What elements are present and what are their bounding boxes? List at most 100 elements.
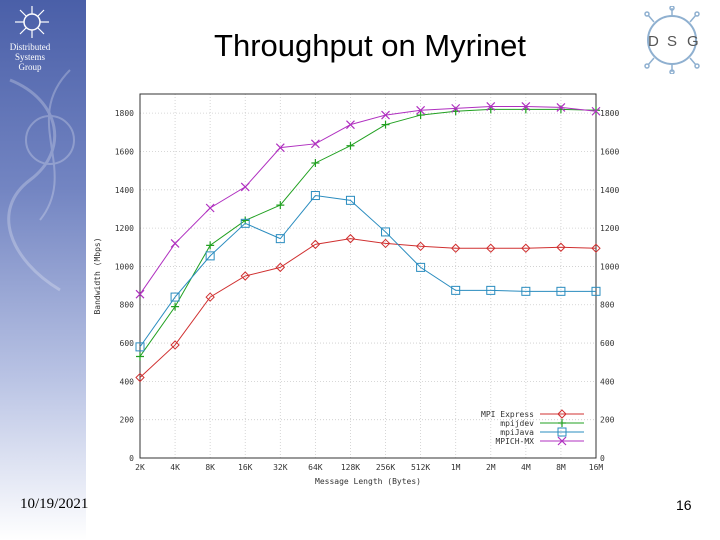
data-point [240,271,250,281]
group-name-line-1: Distributed [9,42,51,52]
x-tick-label: 1M [451,463,461,472]
x-axis-label: Message Length (Bytes) [315,477,421,486]
page-number: 16 [676,497,692,513]
data-point [346,141,355,150]
data-point [451,103,461,113]
group-name-line-2: Systems [14,52,45,62]
data-point [170,292,180,302]
logo-letter-g: G [687,33,699,50]
data-point [170,340,180,350]
dsg-logo: D S G [644,6,700,74]
x-tick-label: 4M [521,463,531,472]
y2-tick-label: 1200 [600,224,619,233]
series-line [139,238,597,378]
x-tick-label: 4K [170,463,180,472]
y-tick-label: 1800 [115,109,134,118]
x-tick-label: 2K [135,463,145,472]
slide-date: 10/19/2021 [20,496,89,512]
data-point [205,292,215,302]
x-tick-label: 256K [376,463,395,472]
data-point [310,139,320,149]
data-point [240,182,250,192]
data-point [591,243,601,253]
data-point [310,191,320,201]
y2-tick-label: 1000 [600,262,619,271]
x-tick-label: 512K [411,463,430,472]
data-point [521,102,531,111]
y-tick-label: 1000 [115,262,134,271]
y2-tick-label: 1600 [600,147,619,156]
decorative-swirl [7,69,75,292]
legend-label: mpiJava [500,428,534,437]
y-tick-label: 200 [120,416,135,425]
data-point [170,239,180,248]
sidebar-banner: Distributed Systems Group [0,0,86,540]
data-point [451,285,461,295]
x-tick-label: 2M [486,463,496,472]
data-point [556,102,566,112]
x-tick-label: 16M [589,463,604,472]
data-point [486,285,496,295]
y-tick-label: 0 [129,454,134,463]
legend-marker [558,419,566,427]
data-point [205,251,215,261]
data-point [450,243,461,253]
data-point [521,286,531,296]
x-tick-label: 128K [341,463,360,472]
data-point [206,241,215,250]
data-point [381,110,390,120]
y-tick-label: 400 [120,377,135,386]
logo-letter-s: S [667,33,677,50]
y2-tick-label: 1800 [600,109,619,118]
data-point [276,201,285,210]
data-point [556,286,566,296]
series-line [139,108,597,357]
data-point [240,218,250,228]
data-point [381,120,390,129]
data-point [311,158,320,167]
x-tick-label: 16K [238,463,253,472]
data-point [346,120,355,130]
data-point [416,111,425,120]
data-point [416,105,426,115]
x-tick-label: 64K [308,463,323,472]
legend-label: mpijdev [500,419,534,428]
network-logo-icon [15,6,49,38]
data-point [345,195,355,205]
group-name-line-3: Group [18,62,42,72]
data-point [381,227,391,237]
throughput-chart: 0 0 200 200 400 400 600 600 800 800 1000 1000 1200 12… [93,93,619,486]
data-point [310,239,321,250]
data-point [415,241,426,252]
data-point [275,143,285,153]
legend-label: MPICH-MX [495,437,534,446]
group-name: Distributed Systems Group [2,42,58,72]
data-point [556,242,566,252]
data-point [591,286,601,296]
y2-tick-label: 0 [600,454,605,463]
legend-marker [557,436,567,446]
data-point [591,106,601,116]
y-axis-label: Bandwidth (Mbps) [93,237,102,314]
y-tick-label: 800 [120,301,135,310]
data-point [345,233,356,244]
data-point [416,262,426,272]
plot-frame [139,93,597,459]
series-line [139,195,596,348]
y-tick-label: 600 [120,339,135,348]
data-point [275,234,285,244]
data-point [171,302,180,311]
y2-tick-label: 200 [600,416,615,425]
data-point [486,102,496,111]
data-point [135,289,145,299]
data-point [521,243,531,253]
legend-label: MPI Express [481,410,534,419]
data-point [486,243,496,253]
logo-letter-d: D [648,33,659,50]
y-tick-label: 1200 [115,224,134,233]
y2-tick-label: 400 [600,377,615,386]
data-point [592,106,600,115]
legend-marker [557,427,567,437]
data-point [135,372,145,383]
y2-tick-label: 800 [600,301,615,310]
